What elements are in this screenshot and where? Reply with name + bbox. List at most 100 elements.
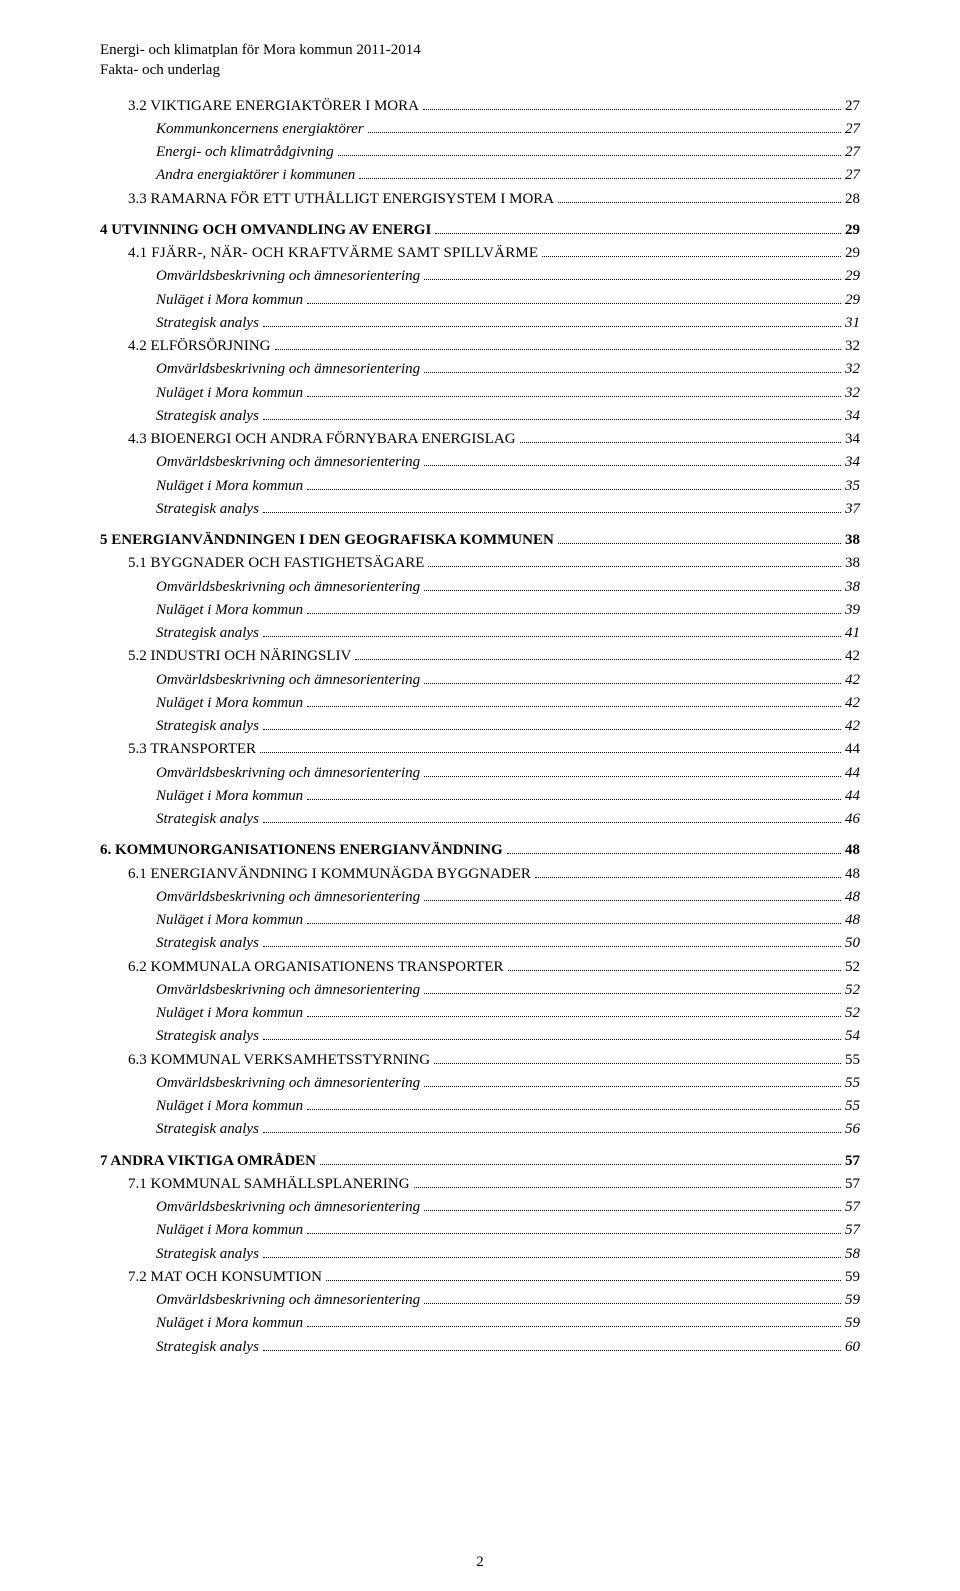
toc-entry-label: 7 ANDRA VIKTIGA OMRÅDEN (100, 1150, 316, 1173)
toc-entry-label: Strategisk analys (156, 1243, 259, 1266)
toc-dots (542, 256, 841, 257)
toc-entry: Strategisk analys 34 (100, 405, 860, 428)
toc-dots (263, 326, 841, 327)
toc-entry-page: 59 (845, 1312, 860, 1335)
toc-entry: Nuläget i Mora kommun59 (100, 1312, 860, 1335)
toc-entry-label: 4.2 ELFÖRSÖRJNING (128, 335, 271, 358)
toc-entry-page: 29 (845, 242, 860, 265)
toc-dots (263, 1257, 841, 1258)
toc-entry: Strategisk analys54 (100, 1025, 860, 1048)
toc-entry-page: 44 (845, 785, 860, 808)
toc-dots (424, 465, 841, 466)
toc-entry-label: Strategisk analys (156, 622, 259, 645)
toc-entry: Omvärldsbeskrivning och ämnesorientering… (100, 451, 860, 474)
toc-entry: Strategisk analys58 (100, 1243, 860, 1266)
toc-entry: 7 ANDRA VIKTIGA OMRÅDEN 57 (100, 1150, 860, 1173)
toc-entry-label: 5.3 TRANSPORTER (128, 738, 256, 761)
toc-entry-label: 6.3 KOMMUNAL VERKSAMHETSSTYRNING (128, 1049, 430, 1072)
toc-entry-label: Nuläget i Mora kommun (156, 1219, 303, 1242)
toc-dots (263, 946, 841, 947)
toc-dots (320, 1164, 841, 1165)
toc-entry-page: 57 (845, 1196, 860, 1219)
toc-entry-label: Strategisk analys (156, 808, 259, 831)
toc-entry: Strategisk analys60 (100, 1336, 860, 1359)
toc-entry: Omvärldsbeskrivning och ämnesorientering… (100, 358, 860, 381)
toc-entry: 7.2 MAT OCH KONSUMTION59 (100, 1266, 860, 1289)
toc-entry-label: 7.2 MAT OCH KONSUMTION (128, 1266, 322, 1289)
toc-entry: Omvärldsbeskrivning och ämnesorientering… (100, 1289, 860, 1312)
toc-entry-page: 42 (845, 715, 860, 738)
toc-dots (275, 349, 841, 350)
table-of-contents: 3.2 VIKTIGARE ENERGIAKTÖRER I MORA 27 Komm… (100, 95, 860, 1359)
toc-entry-label: Strategisk analys (156, 312, 259, 335)
toc-entry-label: 4 UTVINNING OCH OMVANDLING AV ENERGI (100, 219, 431, 242)
toc-entry-label: Andra energiaktörer i kommunen (156, 164, 355, 187)
toc-dots (424, 683, 841, 684)
toc-entry-page: 35 (845, 475, 860, 498)
toc-dots (307, 303, 841, 304)
toc-entry-page: 29 (845, 265, 860, 288)
toc-entry-label: Omvärldsbeskrivning och ämnesorientering (156, 451, 420, 474)
toc-entry-page: 50 (845, 932, 860, 955)
toc-entry-label: Strategisk analys (156, 1118, 259, 1141)
toc-entry-page: 39 (845, 599, 860, 622)
toc-entry: 4.2 ELFÖRSÖRJNING32 (100, 335, 860, 358)
toc-entry: Nuläget i Mora kommun42 (100, 692, 860, 715)
toc-entry: Strategisk analys46 (100, 808, 860, 831)
toc-entry-page: 59 (845, 1289, 860, 1312)
toc-dots (263, 1132, 841, 1133)
toc-entry: 5 ENERGIANVÄNDNINGEN I DEN GEOGRAFISKA K… (100, 529, 860, 552)
toc-dots (507, 853, 841, 854)
toc-dots (263, 729, 841, 730)
toc-entry-label: Nuläget i Mora kommun (156, 1002, 303, 1025)
toc-entry-page: 34 (845, 405, 860, 428)
toc-dots (423, 109, 841, 110)
toc-dots (260, 752, 841, 753)
toc-entry-label: Nuläget i Mora kommun (156, 475, 303, 498)
toc-entry: 6.3 KOMMUNAL VERKSAMHETSSTYRNING55 (100, 1049, 860, 1072)
toc-entry: 4.3 BIOENERGI OCH ANDRA FÖRNYBARA ENERGI… (100, 428, 860, 451)
toc-entry: Nuläget i Mora kommun55 (100, 1095, 860, 1118)
toc-dots (558, 202, 841, 203)
toc-entry-label: 3.2 VIKTIGARE ENERGIAKTÖRER I MORA (128, 95, 419, 118)
toc-entry: 4 UTVINNING OCH OMVANDLING AV ENERGI29 (100, 219, 860, 242)
toc-entry: Nuläget i Mora kommun29 (100, 289, 860, 312)
toc-entry-page: 41 (845, 622, 860, 645)
toc-entry: Nuläget i Mora kommun 35 (100, 475, 860, 498)
toc-entry-label: Omvärldsbeskrivning och ämnesorientering (156, 886, 420, 909)
toc-dots (434, 1063, 841, 1064)
toc-entry: Strategisk analys42 (100, 715, 860, 738)
toc-entry: Omvärldsbeskrivning och ämnesorientering… (100, 576, 860, 599)
toc-dots (355, 659, 841, 660)
toc-entry-page: 27 (845, 164, 860, 187)
toc-dots (263, 1350, 841, 1351)
toc-entry: 6.1 ENERGIANVÄNDNING I KOMMUNÄGDA BYGGNA… (100, 863, 860, 886)
toc-entry-page: 44 (845, 762, 860, 785)
toc-entry-page: 38 (845, 552, 860, 575)
toc-entry-label: Nuläget i Mora kommun (156, 599, 303, 622)
toc-entry-page: 52 (845, 956, 860, 979)
toc-entry-page: 57 (845, 1150, 860, 1173)
toc-dots (424, 776, 841, 777)
toc-entry: Omvärldsbeskrivning och ämnesorientering… (100, 762, 860, 785)
toc-entry-label: Nuläget i Mora kommun (156, 692, 303, 715)
toc-entry: Energi- och klimatrådgivning27 (100, 141, 860, 164)
toc-dots (307, 1016, 841, 1017)
toc-entry-page: 34 (845, 451, 860, 474)
toc-entry: Nuläget i Mora kommun44 (100, 785, 860, 808)
toc-entry: Omvärldsbeskrivning och ämnesorientering… (100, 669, 860, 692)
toc-entry-page: 38 (845, 529, 860, 552)
toc-entry-label: Strategisk analys (156, 932, 259, 955)
toc-entry-page: 44 (845, 738, 860, 761)
toc-entry-page: 42 (845, 645, 860, 668)
toc-entry-label: Strategisk analys (156, 405, 259, 428)
toc-dots (263, 636, 841, 637)
toc-entry-page: 48 (845, 909, 860, 932)
toc-entry-page: 27 (845, 118, 860, 141)
document-page: Energi- och klimatplan för Mora kommun 2… (0, 0, 960, 1591)
toc-entry-page: 27 (845, 141, 860, 164)
toc-entry-label: Kommunkoncernens energiaktörer (156, 118, 364, 141)
toc-entry-label: 5.2 INDUSTRI OCH NÄRINGSLIV (128, 645, 351, 668)
toc-entry-page: 48 (845, 863, 860, 886)
toc-entry-page: 54 (845, 1025, 860, 1048)
